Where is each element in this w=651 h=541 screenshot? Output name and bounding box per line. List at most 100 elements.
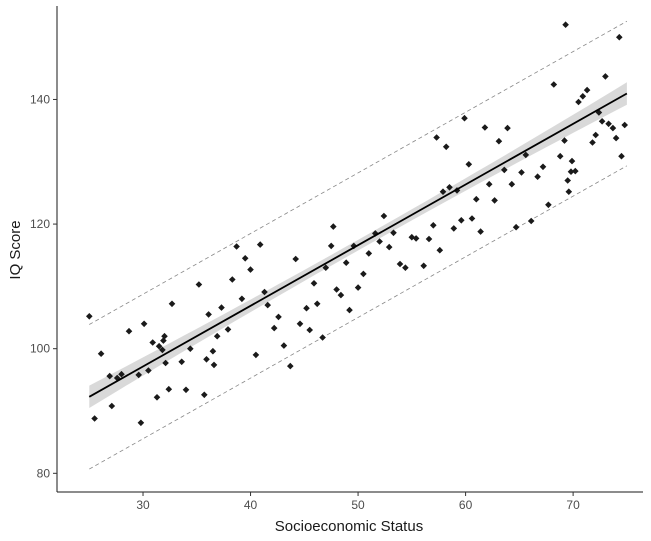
data-point xyxy=(518,169,525,176)
data-point xyxy=(155,342,163,350)
data-point xyxy=(592,131,599,139)
data-point xyxy=(270,324,278,332)
data-point xyxy=(241,255,249,262)
data-point xyxy=(605,120,612,128)
data-point xyxy=(365,250,373,257)
data-point xyxy=(306,326,313,334)
data-point xyxy=(322,264,330,271)
data-point xyxy=(568,157,576,165)
data-point xyxy=(372,230,379,237)
data-point xyxy=(330,223,337,230)
data-point xyxy=(579,93,587,100)
data-point xyxy=(203,356,210,363)
prediction-lower-line xyxy=(89,165,628,470)
data-point xyxy=(522,151,530,159)
data-point xyxy=(508,180,516,188)
data-point xyxy=(380,212,388,220)
data-point xyxy=(567,168,575,175)
data-point xyxy=(168,300,176,308)
data-point xyxy=(238,295,246,303)
data-point xyxy=(565,188,573,195)
data-point xyxy=(350,242,358,250)
data-point xyxy=(97,350,105,357)
y-axis-title: IQ Score xyxy=(7,220,24,279)
prediction-upper-line xyxy=(89,20,628,325)
data-point xyxy=(229,276,236,283)
data-point xyxy=(618,152,625,160)
axes: 30 40 50 60 70 80 100 120 140 xyxy=(30,6,643,512)
data-point xyxy=(209,347,217,355)
data-point xyxy=(485,180,493,188)
data-point xyxy=(135,371,142,379)
data-point xyxy=(108,402,116,410)
data-point xyxy=(210,361,218,369)
data-point xyxy=(465,161,473,168)
data-point xyxy=(256,241,264,248)
data-point xyxy=(162,359,169,367)
data-point xyxy=(477,228,484,235)
data-point xyxy=(430,222,437,229)
data-point xyxy=(91,415,98,422)
data-point xyxy=(153,394,161,401)
data-point xyxy=(450,225,458,232)
data-point xyxy=(609,124,617,132)
x-tick-label: 50 xyxy=(351,498,365,512)
data-point xyxy=(425,235,433,243)
data-point xyxy=(458,217,465,224)
prediction-interval-layer xyxy=(89,20,628,470)
data-point xyxy=(433,134,440,141)
data-point xyxy=(303,304,310,312)
data-point xyxy=(376,238,383,245)
data-point xyxy=(159,346,166,354)
data-point xyxy=(589,139,596,146)
data-point xyxy=(556,152,564,160)
data-point xyxy=(481,124,489,131)
data-point xyxy=(264,301,271,309)
data-point xyxy=(201,391,208,399)
data-point xyxy=(468,215,476,222)
x-axis-title: Socioeconomic Status xyxy=(275,518,423,535)
data-point xyxy=(137,419,145,427)
data-point xyxy=(125,327,133,335)
data-points xyxy=(86,21,628,427)
regression-line xyxy=(88,92,628,398)
data-point xyxy=(145,367,152,374)
data-point xyxy=(446,184,453,191)
data-point xyxy=(534,173,541,180)
data-point xyxy=(545,201,552,209)
data-point xyxy=(86,313,93,320)
data-point xyxy=(337,291,345,299)
x-tick-label: 70 xyxy=(566,498,580,512)
data-point xyxy=(439,188,447,195)
data-point xyxy=(512,223,520,231)
data-point xyxy=(408,233,416,241)
data-point xyxy=(160,337,167,344)
data-point xyxy=(140,320,148,328)
data-point xyxy=(287,362,294,370)
data-point xyxy=(106,372,113,380)
data-point xyxy=(527,217,535,225)
data-point xyxy=(436,246,444,254)
data-point xyxy=(360,270,367,278)
x-tick-label: 60 xyxy=(459,498,473,512)
data-point xyxy=(165,385,173,393)
data-point xyxy=(598,118,606,125)
data-point xyxy=(118,370,125,378)
data-point xyxy=(473,195,480,203)
data-point xyxy=(572,167,579,175)
data-point xyxy=(161,332,168,340)
data-point xyxy=(213,332,221,340)
y-tick-label: 100 xyxy=(30,342,50,356)
data-point xyxy=(390,229,397,237)
data-point xyxy=(583,86,591,94)
data-point xyxy=(562,21,569,28)
data-point xyxy=(346,306,353,314)
data-point xyxy=(182,386,190,394)
data-point xyxy=(252,351,260,359)
data-point xyxy=(420,262,427,270)
data-point xyxy=(612,134,620,142)
data-point xyxy=(261,288,268,296)
y-tick-label: 140 xyxy=(30,92,50,106)
data-point xyxy=(575,98,582,106)
